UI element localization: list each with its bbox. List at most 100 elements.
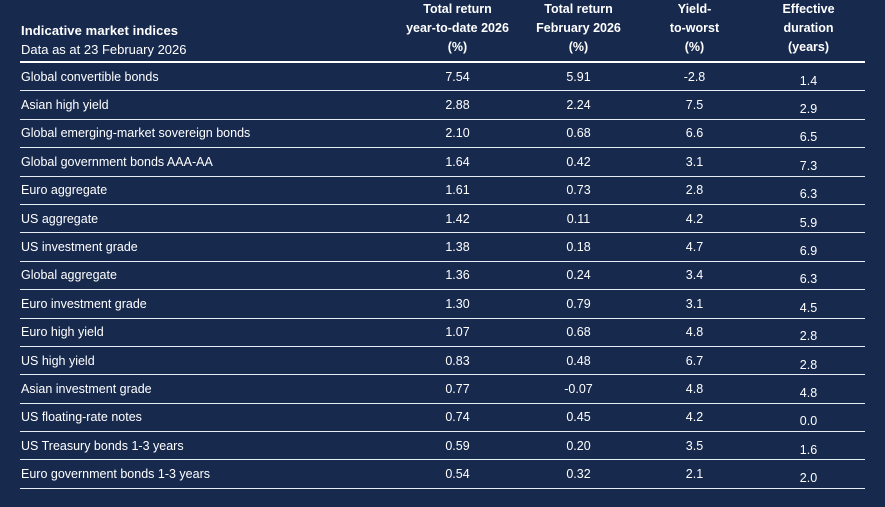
table-row: US aggregate 1.42 0.11 4.2 5.9 [20,205,865,234]
row-yield-to-worst: 2.1 [685,467,704,482]
row-effective-duration: 1.6 [799,442,818,457]
table-title-cell: Indicative market indices Data as at 23 … [20,23,395,57]
row-effective-duration: 2.8 [799,357,818,372]
row-total-return-february: 0.73 [566,183,591,198]
row-total-return-ytd: 1.38 [445,240,470,255]
row-total-return-february: 2.24 [566,98,591,113]
row-total-return-february: 0.32 [566,467,591,482]
table-row: Global convertible bonds 7.54 5.91 -2.8 … [20,63,865,92]
table-row: Asian investment grade 0.77 -0.07 4.8 4.… [20,375,865,404]
column-header-line: Yield- [677,2,712,16]
row-effective-duration: 6.5 [799,130,818,145]
row-total-return-ytd: 0.59 [445,438,470,453]
table-row: US investment grade 1.38 0.18 4.7 6.9 [20,233,865,262]
column-header-effective-duration: Effective duration (years) [752,0,865,57]
table-row: US Treasury bonds 1-3 years 0.59 0.20 3.… [20,432,865,461]
table-row: Global emerging-market sovereign bonds 2… [20,120,865,149]
row-label: Global emerging-market sovereign bonds [21,126,251,141]
column-header-line: to-worst [669,21,720,35]
row-label: US aggregate [21,211,99,226]
row-label: Global government bonds AAA-AA [21,154,213,169]
column-header-line: Total return [544,2,613,16]
column-header-total-return-ytd: Total return year-to-date 2026 (%) [395,0,520,57]
row-yield-to-worst: 4.8 [685,325,704,340]
row-label: Euro government bonds 1-3 years [21,467,210,482]
row-total-return-february: 0.68 [566,325,591,340]
column-header-line: (%) [447,40,468,54]
row-total-return-ytd: 2.10 [445,126,470,141]
row-yield-to-worst: -2.8 [683,69,706,84]
row-total-return-february: 0.79 [566,296,591,311]
table-row: Euro high yield 1.07 0.68 4.8 2.8 [20,319,865,347]
row-total-return-february: 0.42 [566,154,591,169]
column-header-line: Total return [423,2,492,16]
row-yield-to-worst: 6.6 [685,126,704,141]
row-total-return-ytd: 1.64 [445,154,470,169]
row-total-return-february: 0.20 [566,438,591,453]
row-label: US Treasury bonds 1-3 years [21,438,184,453]
row-effective-duration: 5.9 [799,215,818,230]
column-header-line: year-to-date 2026 [406,21,509,35]
row-yield-to-worst: 6.7 [685,353,704,368]
table-body: Global convertible bonds 7.54 5.91 -2.8 … [20,63,865,489]
row-effective-duration: 6.3 [799,187,818,202]
row-yield-to-worst: 4.8 [685,381,704,396]
row-total-return-ytd: 1.61 [445,183,470,198]
row-total-return-february: 0.24 [566,268,591,283]
row-total-return-february: 0.45 [566,410,591,425]
column-header-line: Effective [782,2,835,16]
row-label: Euro high yield [21,325,104,340]
row-total-return-ytd: 7.54 [445,69,470,84]
row-total-return-february: -0.07 [564,381,593,396]
row-effective-duration: 2.9 [799,102,818,117]
column-header-yield-to-worst: Yield- to-worst (%) [637,0,752,57]
row-yield-to-worst: 4.2 [685,410,704,425]
row-label: US investment grade [21,240,138,255]
row-yield-to-worst: 4.7 [685,240,704,255]
row-effective-duration: 4.8 [799,385,818,400]
table-subtitle: Data as at 23 February 2026 [21,42,187,57]
row-total-return-february: 5.91 [566,69,591,84]
column-header-line: (%) [684,40,705,54]
table-row: Asian high yield 2.88 2.24 7.5 2.9 [20,91,865,120]
row-label: Euro aggregate [21,183,108,198]
row-total-return-ytd: 1.07 [445,325,470,340]
column-header-line: (%) [568,40,589,54]
indicative-market-indices-table: Indicative market indices Data as at 23 … [20,0,865,489]
table-row: Global government bonds AAA-AA 1.64 0.42… [20,148,865,177]
row-yield-to-worst: 7.5 [685,98,704,113]
table-title: Indicative market indices [21,23,179,38]
row-total-return-february: 0.48 [566,353,591,368]
row-yield-to-worst: 3.5 [685,438,704,453]
table-row: US floating-rate notes 0.74 0.45 4.2 0.0 [20,404,865,433]
row-label: Asian high yield [21,98,109,113]
column-header-line: duration [783,21,834,35]
row-total-return-ytd: 1.42 [445,211,470,226]
row-label: US floating-rate notes [21,410,142,425]
row-total-return-february: 0.11 [566,211,591,226]
row-label: Euro investment grade [21,296,147,311]
row-yield-to-worst: 3.4 [685,268,704,283]
row-effective-duration: 7.3 [799,158,818,173]
row-label: Asian investment grade [21,381,152,396]
row-effective-duration: 2.0 [799,471,818,486]
table-row: US high yield 0.83 0.48 6.7 2.8 [20,347,865,376]
table-row: Euro government bonds 1-3 years 0.54 0.3… [20,460,865,489]
row-total-return-ytd: 0.77 [445,381,470,396]
row-total-return-ytd: 0.74 [445,410,470,425]
row-effective-duration: 6.3 [799,272,818,287]
column-header-line: February 2026 [536,21,621,35]
column-header-line: (years) [788,40,829,54]
row-total-return-ytd: 0.54 [445,467,470,482]
table-row: Euro aggregate 1.61 0.73 2.8 6.3 [20,177,865,205]
table-row: Global aggregate 1.36 0.24 3.4 6.3 [20,262,865,291]
row-yield-to-worst: 3.1 [685,296,704,311]
row-label: US high yield [21,353,95,368]
row-label: Global aggregate [21,268,117,283]
row-total-return-february: 0.18 [566,240,591,255]
row-total-return-ytd: 1.36 [445,268,470,283]
row-yield-to-worst: 2.8 [685,183,704,198]
row-total-return-ytd: 2.88 [445,98,470,113]
row-total-return-ytd: 1.30 [445,296,470,311]
row-yield-to-worst: 4.2 [685,211,704,226]
